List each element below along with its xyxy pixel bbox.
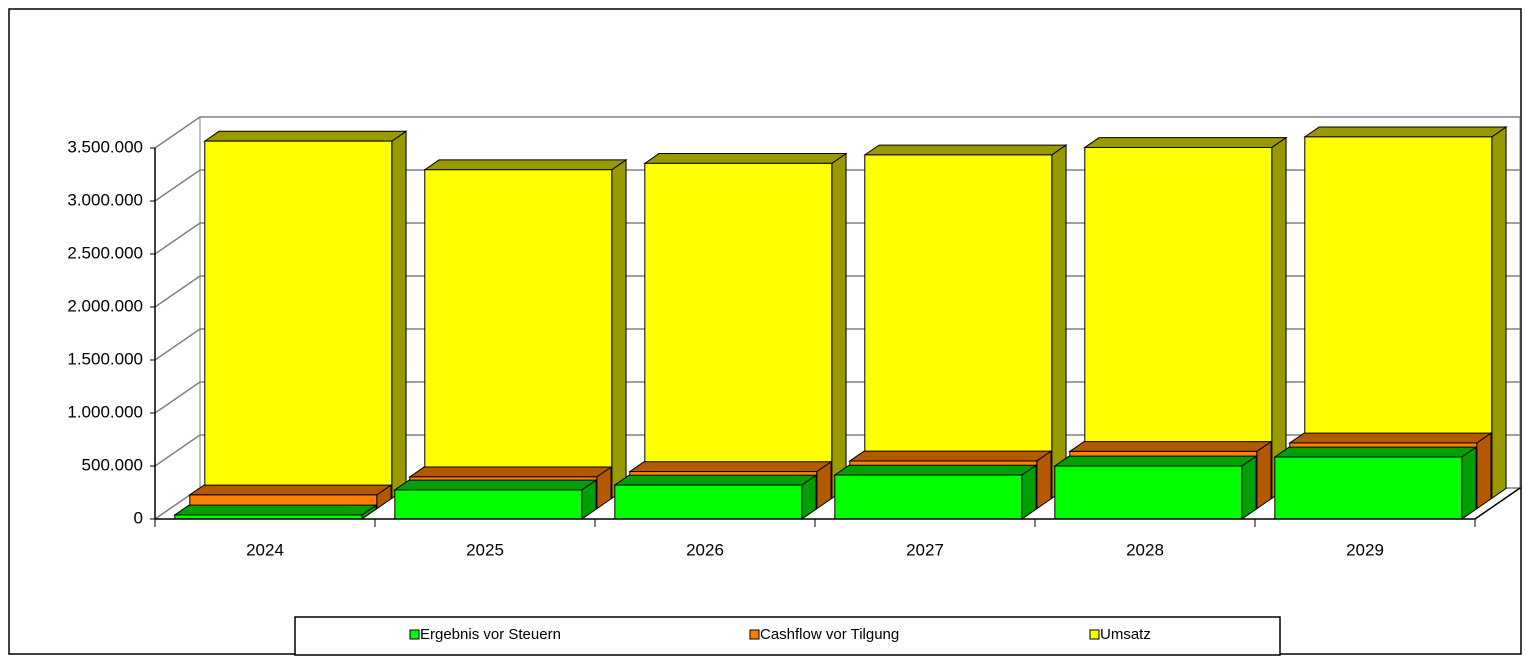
- bar: [394, 489, 583, 520]
- grid-line: [154, 275, 1520, 308]
- bar: [614, 484, 803, 520]
- legend-label: Cashflow vor Tilgung: [760, 626, 899, 643]
- y-tick-label: 2.500.000: [67, 243, 143, 262]
- y-tick-label: 2.000.000: [67, 296, 143, 315]
- bar-side: [1051, 144, 1067, 500]
- bar-side: [1256, 440, 1272, 510]
- bar-top: [833, 464, 1038, 476]
- bar: [864, 154, 1053, 499]
- bar-top: [863, 144, 1068, 156]
- bar-top: [1273, 446, 1478, 458]
- side-wall: [154, 116, 201, 520]
- x-tick-label: 2025: [466, 540, 504, 559]
- legend-swatch: [409, 629, 420, 640]
- bar: [834, 474, 1023, 520]
- bar-top: [188, 484, 393, 496]
- bar-top: [643, 153, 848, 164]
- grid-line: [154, 328, 1520, 361]
- bar-side: [1241, 455, 1257, 520]
- grid-line: [154, 434, 1520, 467]
- bar-side: [831, 152, 847, 500]
- x-tick-label: 2026: [686, 540, 724, 559]
- bar-top: [203, 130, 408, 142]
- y-tick-label: 500.000: [82, 455, 143, 474]
- bar-top: [613, 474, 818, 486]
- grid-line: [154, 222, 1520, 255]
- y-tick-label: 0: [134, 508, 143, 527]
- bar-side: [611, 158, 627, 500]
- x-tick-label: 2024: [246, 540, 284, 559]
- y-tick-label: 3.000.000: [67, 190, 143, 209]
- bar: [204, 140, 393, 499]
- bar: [1084, 146, 1273, 499]
- grid-line: [154, 381, 1520, 414]
- x-axis-depth: [1474, 487, 1521, 520]
- legend: [294, 616, 1281, 656]
- bar-top: [1083, 137, 1288, 148]
- bar-top: [848, 450, 1053, 462]
- legend-label: Umsatz: [1100, 626, 1151, 643]
- bar-side: [1461, 446, 1477, 520]
- bar-side: [1476, 432, 1492, 510]
- y-tick-label: 3.500.000: [67, 137, 143, 156]
- bar: [1274, 456, 1463, 520]
- bar-side: [391, 130, 407, 500]
- bar-top: [173, 504, 378, 516]
- y-tick-label: 1.000.000: [67, 402, 143, 421]
- bar-top: [1288, 432, 1493, 444]
- legend-items: Ergebnis vor Steuern Cashflow vor Tilgung…: [409, 626, 1151, 643]
- bar-side: [1271, 136, 1287, 500]
- bar-top: [1303, 126, 1508, 138]
- x-tick-label: 2028: [1126, 540, 1164, 559]
- x-tick-label: 2029: [1346, 540, 1384, 559]
- grid-line: [154, 116, 1520, 149]
- bar-top: [628, 461, 833, 473]
- bar-top: [1068, 441, 1273, 452]
- bar: [424, 169, 613, 499]
- bar-side: [1491, 126, 1507, 500]
- bar-top: [408, 466, 613, 478]
- legend-label: Ergebnis vor Steuern: [420, 626, 561, 643]
- bar-top: [423, 159, 628, 171]
- legend-swatch: [1089, 629, 1100, 640]
- bar-top: [393, 479, 598, 491]
- x-tick-label: 2027: [906, 540, 944, 559]
- bar: [1054, 465, 1243, 520]
- bar-top: [1053, 455, 1258, 467]
- grid-line: [154, 169, 1520, 202]
- y-tick-label: 1.500.000: [67, 349, 143, 368]
- bar: [644, 162, 833, 499]
- legend-swatch: [749, 629, 760, 640]
